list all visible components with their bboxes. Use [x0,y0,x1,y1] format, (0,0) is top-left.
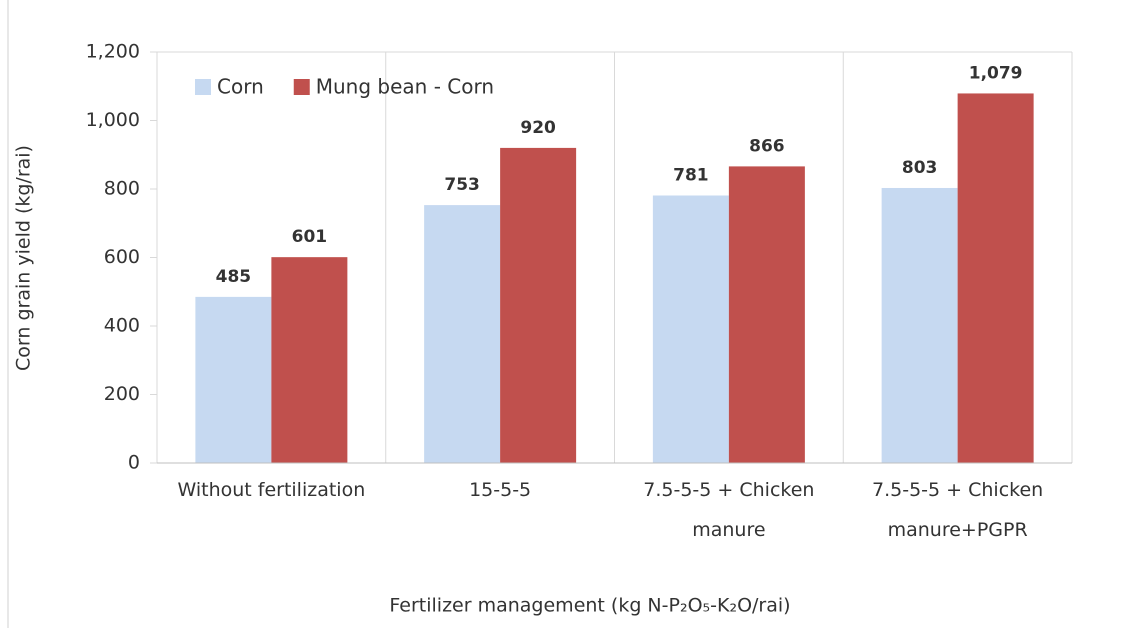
x-tick-label: 15-5-5 [469,479,532,501]
bar [957,93,1034,463]
x-tick-label: 7.5-5-5 + Chicken manure+PGPR [872,479,1044,541]
bar [728,166,805,463]
legend-swatch [195,79,211,95]
value-label: 1,079 [969,63,1023,83]
y-tick-label: 400 [104,315,140,337]
y-tick-label: 200 [104,383,140,405]
x-tick-label: 7.5-5-5 + Chicken manure [643,479,815,541]
value-label: 803 [902,158,938,178]
y-axis-label: Corn grain yield (kg/rai) [13,145,35,371]
legend-swatch [293,79,310,95]
value-label: 485 [216,267,252,287]
x-axis-label: Fertilizer management (kg N-P₂O₅-K₂O/rai… [389,595,790,617]
value-label: 601 [292,227,328,247]
bar [500,147,577,463]
value-label: 781 [673,166,709,186]
bar [881,187,958,463]
x-tick-label: Without fertilization [177,479,366,501]
value-label: 920 [520,118,556,138]
value-label: 866 [749,136,785,156]
value-label: 753 [444,175,480,195]
y-tick-label: 0 [128,452,140,474]
y-tick-label: 1,200 [86,41,140,63]
legend-label: Corn [217,75,264,99]
legend-label: Mung bean - Corn [316,75,494,99]
y-tick-label: 600 [104,246,140,268]
bar [271,257,348,463]
y-tick-label: 1,000 [86,109,140,131]
bar [424,205,501,463]
y-tick-label: 800 [104,178,140,200]
bar [652,195,729,463]
bar [195,296,272,463]
